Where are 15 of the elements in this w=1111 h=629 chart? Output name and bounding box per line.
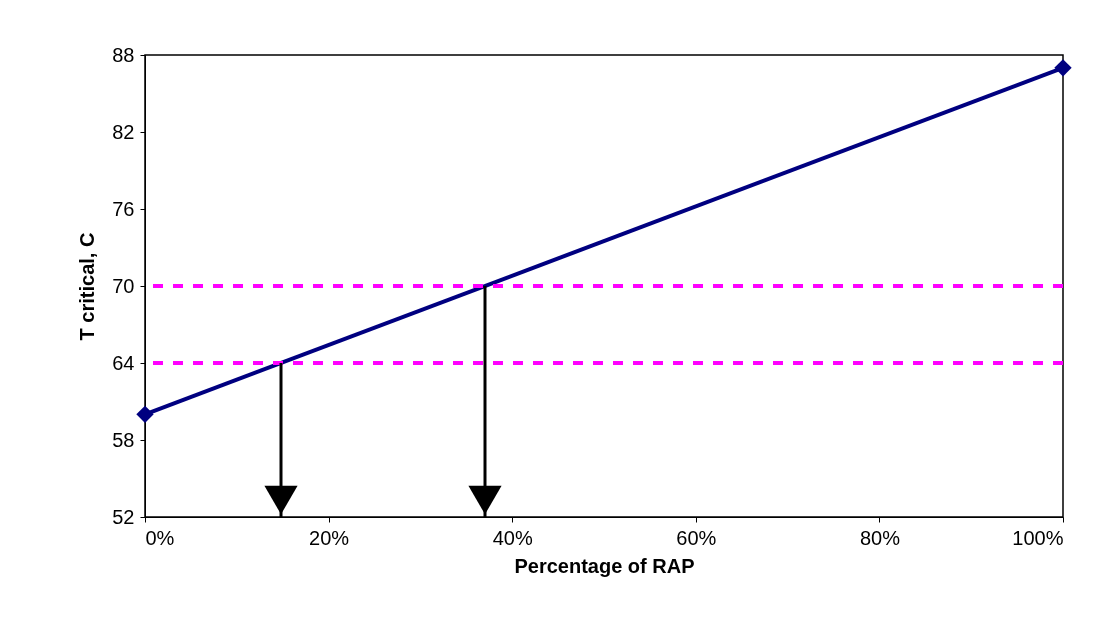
x-axis-title: Percentage of RAP	[514, 554, 695, 577]
x-tick-label: 60%	[676, 526, 717, 549]
y-tick-label: 70	[112, 274, 135, 297]
x-tick-label: 100%	[1012, 526, 1064, 549]
x-tick-label: 0%	[145, 526, 175, 549]
y-tick-label: 52	[112, 505, 135, 528]
y-tick-label: 88	[112, 43, 135, 66]
y-tick-label: 58	[112, 428, 135, 451]
y-tick-label: 76	[112, 197, 135, 220]
x-tick-label: 40%	[492, 526, 533, 549]
x-tick-label: 80%	[859, 526, 901, 549]
y-tick-label: 64	[112, 351, 135, 374]
y-tick-label: 82	[112, 120, 135, 143]
x-tick-label: 20%	[309, 526, 350, 549]
y-axis-title: T critical, C	[76, 232, 99, 341]
